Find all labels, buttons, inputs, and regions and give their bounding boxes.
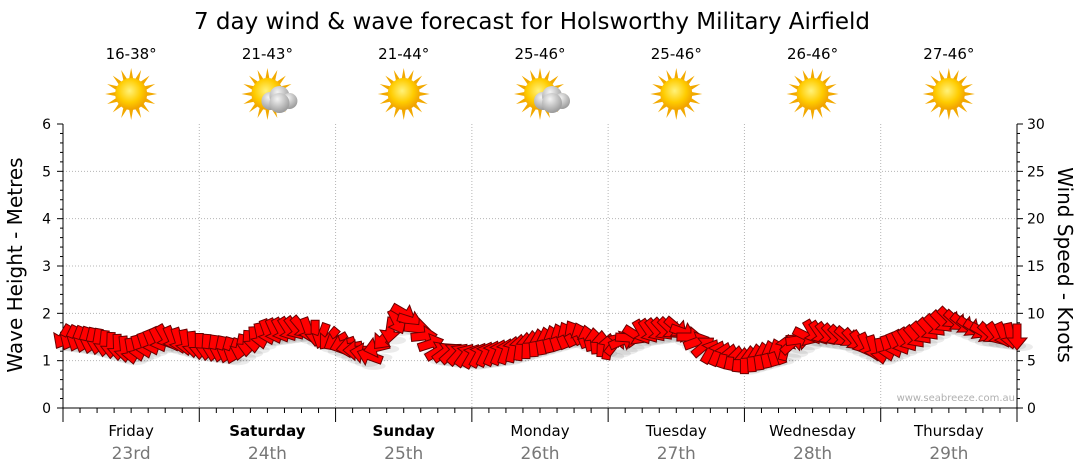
date-label: 26th — [520, 444, 559, 464]
y-tick-label-left: 2 — [42, 306, 51, 322]
day-label: Sunday — [373, 422, 436, 440]
sun-icon — [105, 68, 158, 120]
chart-title: 7 day wind & wave forecast for Holsworth… — [194, 9, 870, 35]
day-label: Saturday — [229, 422, 306, 440]
day-label: Tuesday — [645, 422, 707, 440]
sun-icon — [377, 68, 430, 120]
y-tick-label-left: 0 — [42, 401, 51, 417]
day-label: Thursday — [913, 422, 984, 440]
y-tick-label-left: 6 — [42, 117, 51, 133]
y-axis-left-title: Wave Height - Metres — [3, 157, 27, 372]
sun-cloud-icon — [241, 68, 298, 120]
y-tick-label-left: 1 — [42, 354, 51, 370]
temperature-label: 21-43° — [242, 45, 293, 63]
y-tick-label-left: 4 — [42, 212, 51, 228]
temperature-label: 16-38° — [106, 45, 157, 63]
y-tick-label-right: 5 — [1027, 354, 1036, 370]
sun-icon — [786, 68, 839, 120]
date-label: 28th — [793, 444, 832, 464]
temperature-label: 26-46° — [787, 45, 838, 63]
y-tick-label-left: 3 — [42, 259, 51, 275]
date-label: 24th — [248, 444, 287, 464]
y-tick-label-right: 25 — [1027, 164, 1045, 180]
temperature-label: 21-44° — [378, 45, 429, 63]
y-axis-right-title: Wind Speed - Knots — [1053, 167, 1077, 363]
wind-arrow — [1005, 323, 1029, 351]
wind-arrow-shadow — [613, 346, 638, 355]
temperature-label: 25-46° — [651, 45, 702, 63]
date-label: 25th — [384, 444, 423, 464]
temperature-label: 25-46° — [514, 45, 565, 63]
date-label: 23rd — [112, 444, 151, 464]
watermark: www.seabreeze.com.au — [897, 393, 1015, 404]
y-tick-label-right: 10 — [1027, 306, 1045, 322]
y-tick-label-right: 30 — [1027, 117, 1045, 133]
date-label: 27th — [657, 444, 696, 464]
y-tick-label-right: 20 — [1027, 212, 1045, 228]
sun-icon — [922, 68, 975, 120]
date-label: 29th — [929, 444, 968, 464]
day-label: Monday — [510, 422, 569, 440]
y-tick-label-left: 5 — [42, 164, 51, 180]
y-tick-label-right: 0 — [1027, 401, 1036, 417]
day-label: Wednesday — [769, 422, 856, 440]
wind-arrow-shadow — [784, 349, 809, 358]
temperature-label: 27-46° — [923, 45, 974, 63]
sun-icon — [650, 68, 703, 120]
sun-cloud-icon — [514, 68, 570, 120]
day-label: Friday — [108, 422, 154, 440]
y-tick-label-right: 15 — [1027, 259, 1045, 275]
